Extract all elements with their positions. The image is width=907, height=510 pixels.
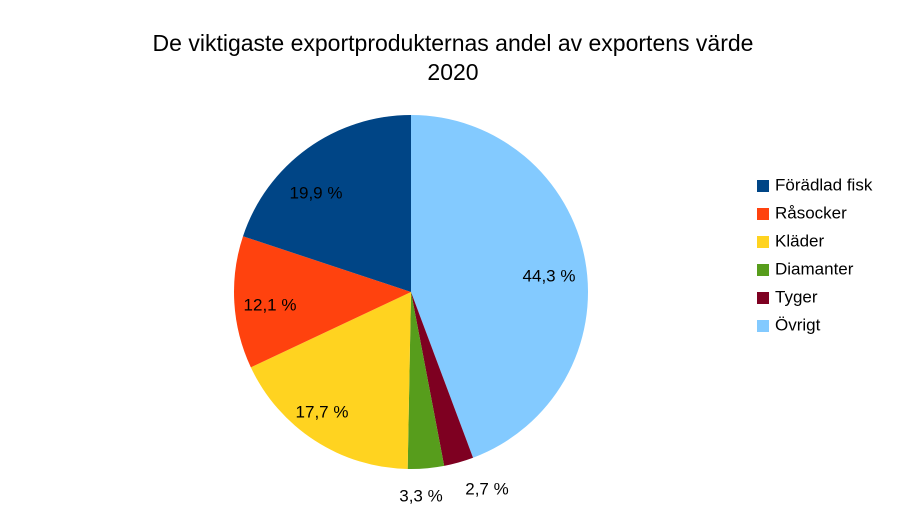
pie-labels: 44,3 % 2,7 % 3,3 % 17,7 % 12,1 % 19,9 % — [244, 183, 576, 505]
pie-slice-5 — [411, 115, 588, 458]
data-label-4: 2,7 % — [465, 479, 508, 498]
pie-slices — [233, 115, 588, 469]
legend-swatch-1 — [757, 208, 769, 220]
legend-swatch-2 — [757, 236, 769, 248]
legend-label-5: Övrigt — [775, 315, 821, 334]
data-label-0: 19,9 % — [290, 183, 343, 202]
legend-label-1: Råsocker — [775, 203, 847, 222]
legend-swatch-0 — [757, 180, 769, 192]
pie-slice-1 — [233, 236, 411, 368]
legend-label-4: Tyger — [775, 287, 818, 306]
data-label-2: 17,7 % — [296, 402, 349, 421]
legend-swatch-4 — [757, 292, 769, 304]
chart-title: De viktigaste exportprodukternas andel a… — [153, 30, 754, 56]
legend-swatch-3 — [757, 264, 769, 276]
data-label-3: 3,3 % — [399, 486, 442, 505]
data-label-1: 12,1 % — [244, 295, 297, 314]
pie-slice-4 — [411, 292, 474, 466]
pie-slice-2 — [250, 292, 411, 469]
pie-slice-3 — [407, 292, 445, 469]
legend-label-2: Kläder — [775, 231, 824, 250]
legend-label-3: Diamanter — [775, 259, 854, 278]
legend-label-0: Förädlad fisk — [775, 175, 873, 194]
legend: Förädlad fisk Råsocker Kläder Diamanter Tyge… — [757, 175, 873, 334]
legend-swatch-5 — [757, 320, 769, 332]
chart-subtitle: 2020 — [427, 59, 478, 85]
pie-slice-0 — [243, 115, 411, 292]
data-label-5: 44,3 % — [523, 266, 576, 285]
